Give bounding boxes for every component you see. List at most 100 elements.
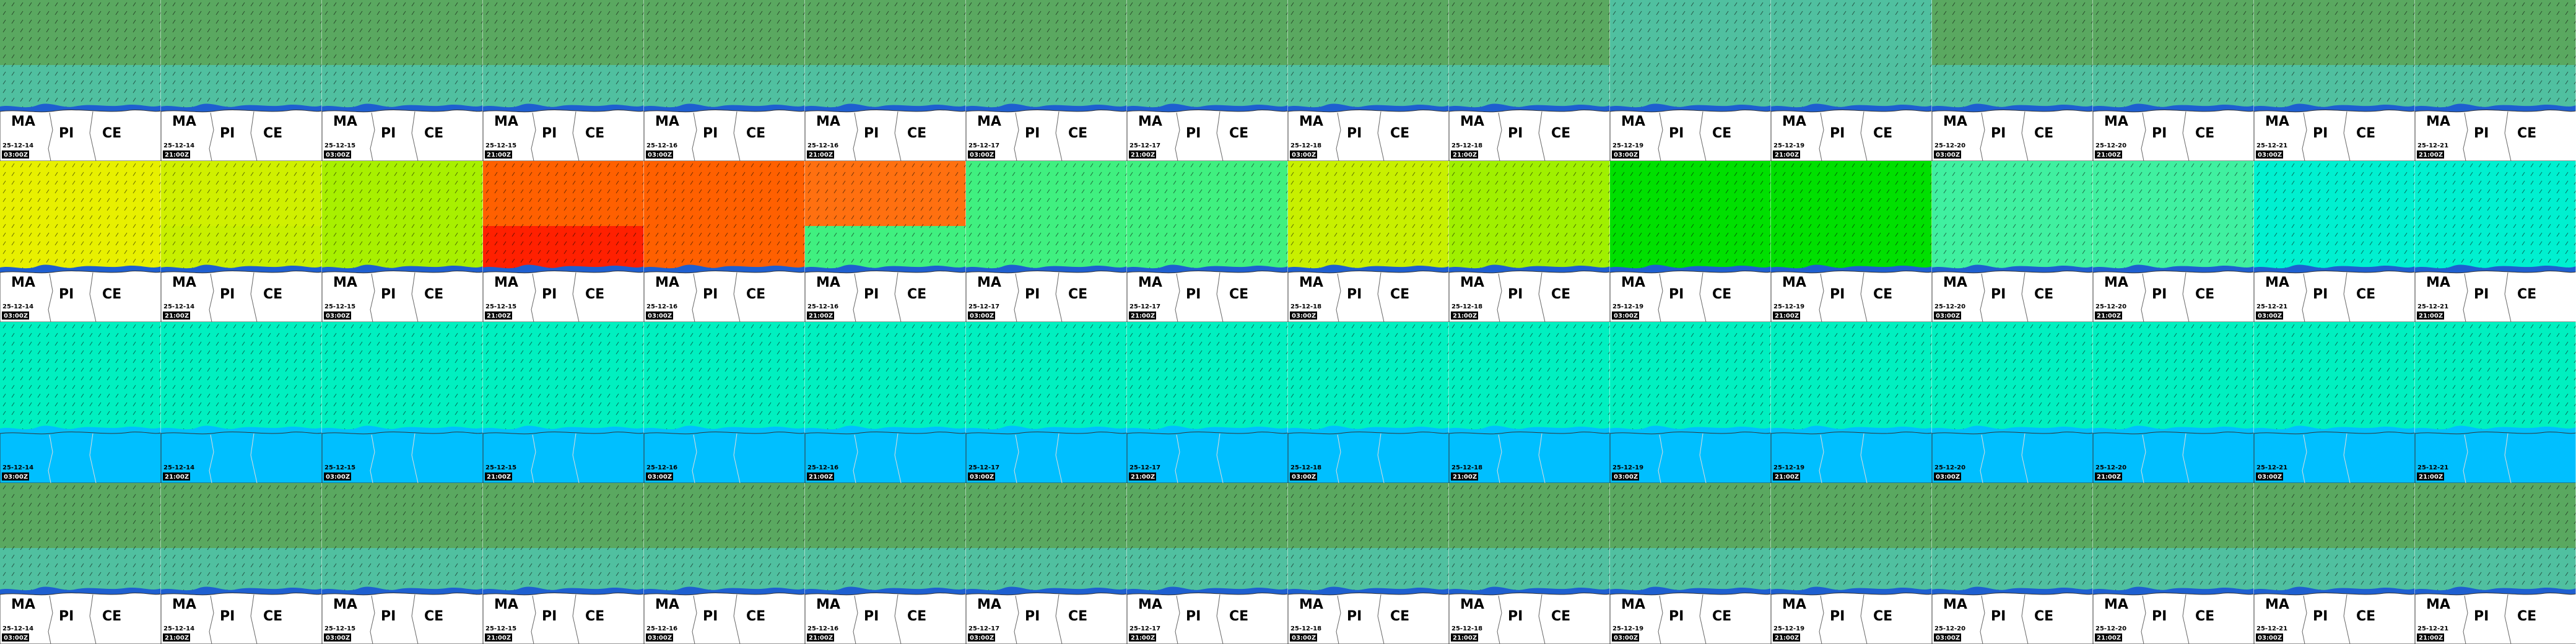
state-border: [1819, 111, 1868, 162]
land: [643, 593, 806, 644]
time-label-bg: [1612, 150, 1639, 159]
region-label: MA: [977, 275, 1001, 290]
region-label: MA: [1460, 597, 1484, 612]
date-label: 25-12-15: [485, 625, 516, 632]
region-label: PI: [381, 287, 396, 302]
land: [643, 110, 806, 162]
region-label: PI: [2313, 126, 2328, 141]
state-border: [692, 272, 741, 323]
date-label: 25-12-17: [1129, 464, 1160, 471]
time-label-bg: [1934, 633, 1961, 642]
state-border: [209, 111, 258, 162]
state-border: [1980, 433, 2029, 484]
time-label-bg: [2, 150, 29, 159]
state-border: [1658, 272, 1707, 323]
time-label-bg: [1934, 150, 1961, 159]
map-thumbnail: MA PI CE 25-12-21 03:00Z: [2253, 0, 2416, 162]
region-label: PI: [2474, 609, 2489, 624]
date-label: 25-12-16: [646, 142, 677, 149]
wind-arrows: [1449, 0, 1610, 108]
region-label: CE: [585, 126, 604, 141]
wind-arrows: [805, 483, 966, 591]
region-label: CE: [2356, 126, 2375, 141]
wind-arrows: [2254, 322, 2415, 430]
state-border: [2302, 272, 2351, 323]
map-thumbnail: MA PI CE 25-12-17 21:00Z: [1126, 483, 1289, 644]
wind-arrows: [2093, 483, 2254, 591]
map-thumbnail: MA PI CE 25-12-15 03:00Z: [321, 161, 484, 323]
region-label: PI: [703, 126, 718, 141]
wind-arrows: [1610, 483, 1771, 591]
time-label: 21:00Z: [487, 313, 511, 320]
time-label-bg: [2095, 150, 2122, 159]
time-label: 21:00Z: [165, 313, 189, 320]
region-label: MA: [2104, 597, 2128, 612]
date-label: 25-12-19: [1612, 625, 1643, 632]
date-label: 25-12-16: [646, 303, 677, 310]
map-thumbnail: 25-12-15 03:00Z: [321, 322, 484, 484]
map-thumbnail: MA PI CE 25-12-14 21:00Z: [160, 483, 323, 644]
time-label: 03:00Z: [1614, 152, 1638, 159]
time-label-bg: [646, 633, 673, 642]
time-label: 21:00Z: [2419, 152, 2443, 159]
land: [1448, 593, 1611, 644]
date-label: 25-12-15: [485, 303, 516, 310]
map-thumbnail: MA PI CE 25-12-15 21:00Z: [482, 483, 645, 644]
date-label: 25-12-15: [324, 142, 355, 149]
region-label: CE: [2517, 287, 2536, 302]
time-label-bg: [1451, 150, 1478, 159]
map-thumbnail: MA PI CE 25-12-14 03:00Z: [0, 161, 162, 323]
land: [2414, 432, 2576, 484]
time-label: 21:00Z: [165, 152, 189, 159]
date-label: 25-12-19: [1773, 464, 1804, 471]
region-label: CE: [1068, 609, 1087, 624]
state-border: [1014, 594, 1063, 644]
date-label: 25-12-15: [324, 464, 355, 471]
date-label: 25-12-17: [968, 303, 999, 310]
time-label: 21:00Z: [165, 474, 189, 481]
map-thumbnail: MA PI CE 25-12-18 21:00Z: [1448, 483, 1611, 644]
date-label: 25-12-14: [163, 303, 194, 310]
wind-arrows: [2415, 483, 2576, 591]
time-label-bg: [2, 633, 29, 642]
wind-arrows: [322, 483, 483, 591]
time-label-bg: [646, 150, 673, 159]
date-label: 25-12-19: [1612, 142, 1643, 149]
time-label-bg: [324, 472, 351, 481]
time-label: 03:00Z: [1292, 635, 1316, 642]
region-label: CE: [1551, 287, 1570, 302]
state-border: [692, 111, 741, 162]
map-thumbnail: MA PI CE 25-12-19 21:00Z: [1770, 483, 1933, 644]
state-border: [48, 111, 97, 162]
date-label: 25-12-21: [2417, 142, 2448, 149]
region-label: CE: [102, 126, 121, 141]
date-label: 25-12-18: [1451, 464, 1482, 471]
wind-arrows: [1610, 161, 1771, 269]
time-label-bg: [324, 311, 351, 320]
region-label: PI: [1669, 287, 1684, 302]
region-label: CE: [907, 609, 926, 624]
state-border: [2463, 433, 2512, 484]
wind-arrows: [1127, 483, 1288, 591]
date-label: 25-12-16: [807, 625, 838, 632]
state-border: [2141, 111, 2190, 162]
state-border: [209, 433, 258, 484]
wind-arrows: [483, 161, 644, 269]
wind-arrows: [1771, 0, 1932, 108]
date-label: 25-12-16: [807, 303, 838, 310]
region-label: MA: [1138, 597, 1162, 612]
map-thumbnail: MA PI CE 25-12-16 03:00Z: [643, 161, 806, 323]
land: [1126, 271, 1289, 323]
map-thumbnail: MA PI CE 25-12-21 03:00Z: [2253, 161, 2416, 323]
region-label: PI: [864, 609, 879, 624]
map-thumbnail: MA PI CE 25-12-16 21:00Z: [804, 0, 967, 162]
land: [804, 110, 967, 162]
land: [160, 432, 323, 484]
time-label: 03:00Z: [648, 474, 672, 481]
region-label: MA: [333, 597, 357, 612]
region-label: PI: [1025, 609, 1040, 624]
time-label-bg: [2256, 311, 2283, 320]
time-label-bg: [2417, 472, 2444, 481]
date-label: 25-12-15: [485, 142, 516, 149]
land: [2253, 432, 2416, 484]
